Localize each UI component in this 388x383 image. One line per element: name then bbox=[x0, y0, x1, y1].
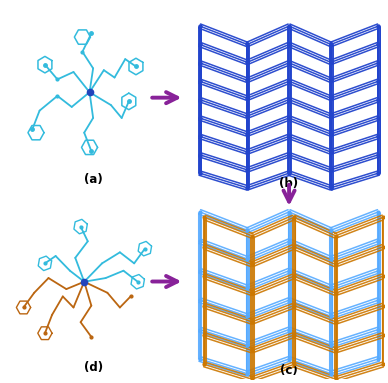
Text: (a): (a) bbox=[84, 173, 102, 186]
Text: (b): (b) bbox=[279, 177, 299, 190]
Text: (c): (c) bbox=[280, 364, 298, 377]
Text: (d): (d) bbox=[83, 361, 103, 374]
